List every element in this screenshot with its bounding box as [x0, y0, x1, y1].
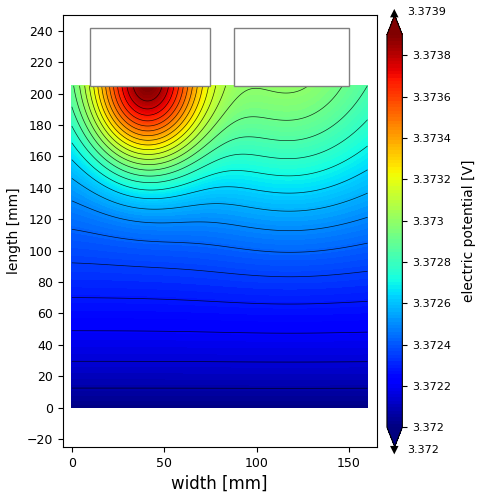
Y-axis label: electric potential [V]: electric potential [V]	[462, 160, 476, 302]
Y-axis label: length [mm]: length [mm]	[7, 188, 21, 274]
PathPatch shape	[387, 15, 402, 35]
Text: ▼: ▼	[390, 445, 399, 455]
Text: 3.372: 3.372	[407, 445, 439, 455]
Text: ▲: ▲	[390, 7, 399, 17]
X-axis label: width [mm]: width [mm]	[171, 475, 268, 493]
Bar	[90, 28, 210, 86]
PathPatch shape	[387, 427, 402, 447]
Bar	[234, 28, 349, 86]
Text: 3.3739: 3.3739	[407, 7, 446, 17]
